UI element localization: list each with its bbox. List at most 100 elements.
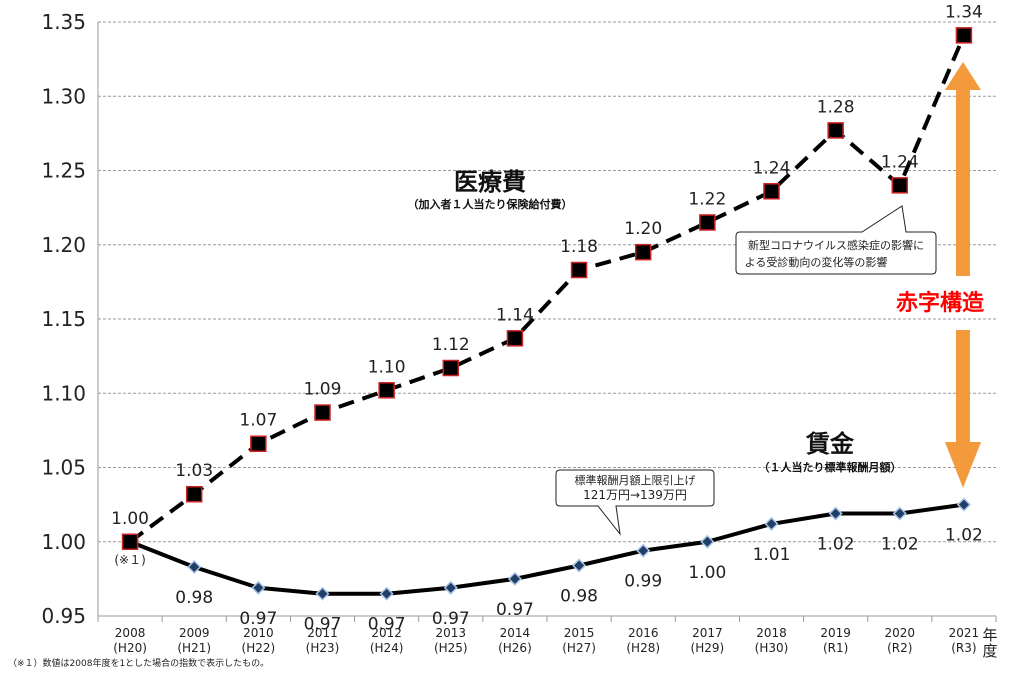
medical-point — [699, 214, 716, 231]
wage-data-label: 1.02 — [817, 535, 855, 555]
x-tick-sublabel: (H29) — [691, 641, 725, 655]
medical-data-label: 1.00 — [111, 509, 149, 529]
x-tick-sublabel: (H23) — [306, 641, 340, 655]
wage-point — [507, 571, 522, 586]
x-tick-sublabel: (H24) — [370, 641, 404, 655]
x-tick-label: 2008 — [115, 626, 146, 640]
x-tick-sublabel: (H28) — [626, 641, 660, 655]
axes: 0.95 1.00 1.05 1.10 1.15 1.20 1.25 1.30 1.35 2008… — [41, 10, 997, 660]
medical-data-label: 1.03 — [175, 461, 213, 481]
series-subtitle-medical: （加入者１人当たり保険給付費） — [408, 197, 573, 211]
wage-data-label: 1.00 — [688, 563, 726, 583]
y-tick-label: 1.25 — [41, 159, 86, 183]
medical-point — [827, 122, 844, 139]
y-tick-label: 1.35 — [41, 10, 86, 34]
x-tick-label: 2012 — [371, 626, 402, 640]
y-tick-label: 1.00 — [41, 530, 86, 554]
medical-data-label: 1.10 — [368, 357, 406, 377]
medical-point — [891, 177, 909, 194]
x-tick-label: 2011 — [307, 626, 338, 640]
x-tick-label: 2010 — [243, 626, 274, 640]
x-tick-sublabel: (H26) — [498, 641, 532, 655]
medical-data-label: 1.22 — [688, 189, 726, 209]
series-title-wage: 賃金 — [805, 430, 855, 458]
medical-data-label: 1.18 — [560, 237, 598, 257]
medical-data-label: 1.24 — [753, 158, 791, 178]
x-tick-label: 2014 — [500, 626, 531, 640]
wage-data-label: 1.02 — [881, 535, 919, 555]
wage-data-label: 0.98 — [560, 587, 598, 607]
deficit-arrow-shaft-bottom — [956, 330, 970, 442]
medical-data-label: 1.12 — [432, 335, 470, 355]
x-tick-label: 2020 — [885, 626, 916, 640]
wage-data-label: 0.99 — [624, 572, 662, 592]
x-tick-label: 2019 — [820, 626, 851, 640]
deficit-arrow-down-icon — [945, 442, 981, 488]
x-tick-sublabel: (R1) — [823, 641, 848, 655]
medical-data-label: 1.07 — [239, 411, 277, 431]
callout-covid-box — [735, 205, 937, 275]
footnote: （※１）数値は2008年度を1とした場合の指数で表示したもの。 — [8, 657, 269, 669]
medical-point — [250, 435, 267, 452]
y-tick-label: 1.15 — [41, 307, 86, 331]
wage-point — [251, 580, 266, 595]
wage-data-label: 1.01 — [753, 545, 791, 565]
wage-point — [892, 506, 907, 521]
deficit-arrow-up-icon — [945, 62, 981, 138]
wage-data-label: 0.97 — [304, 615, 342, 635]
annotations: (※１) 医療費（加入者１人当たり保険給付費） 賃金 （１人当たり標準報酬月額） 新型コ… — [8, 62, 984, 669]
medical-point — [763, 183, 780, 200]
wage-point — [636, 543, 651, 558]
wage-data-label: 0.97 — [496, 600, 534, 620]
wage-point — [956, 497, 971, 512]
x-tick-sublabel: (R3) — [951, 641, 976, 655]
medical-point — [442, 359, 460, 377]
wage-point — [443, 580, 458, 595]
x-unit-label: 度 — [982, 642, 997, 660]
wage-data-label: 1.02 — [945, 526, 983, 546]
callout-wage-box — [555, 469, 715, 536]
medical-point — [634, 243, 652, 261]
x-tick-sublabel: (H25) — [434, 641, 468, 655]
wage-data-label: 0.97 — [432, 609, 470, 629]
x-tick-sublabel: (H27) — [562, 641, 596, 655]
medical-data-label: 1.20 — [624, 219, 662, 239]
series-line-medical — [128, 34, 966, 544]
deficit-arrow — [945, 62, 981, 488]
medical-point — [121, 533, 139, 550]
medical-point — [314, 404, 331, 421]
medical-point — [955, 27, 973, 44]
wage-point — [700, 534, 715, 549]
y-tick-label: 0.95 — [41, 604, 86, 628]
x-tick-label: 2015 — [564, 626, 595, 640]
x-unit-label: 年 — [982, 626, 997, 644]
wage-point — [572, 558, 587, 573]
x-tick-sublabel: (H20) — [113, 641, 147, 655]
wage-point — [379, 586, 394, 601]
x-tick-sublabel: (H22) — [242, 641, 276, 655]
x-tick-sublabel: (H21) — [177, 641, 211, 655]
wage-point — [315, 586, 330, 601]
deficit-arrow-shaft-top — [956, 138, 970, 276]
medical-data-label: 1.34 — [945, 2, 983, 22]
series-line-wage — [129, 502, 965, 596]
x-tick-sublabel: (H30) — [755, 641, 789, 655]
medical-point — [570, 261, 588, 279]
y-tick-label: 1.20 — [41, 233, 86, 257]
x-tick-label: 2009 — [179, 626, 210, 640]
series-title-medical: 医療費 — [454, 168, 526, 196]
x-tick-label: 2013 — [436, 626, 467, 640]
wage-point — [764, 516, 779, 531]
callout-covid-line1: 新型コロナウイルス感染症の影響に — [748, 238, 924, 252]
y-tick-label: 1.05 — [41, 456, 86, 480]
x-tick-label: 2016 — [628, 626, 659, 640]
callout-wage-line1: 標準報酬月額上限引上げ — [575, 473, 696, 487]
x-tick-sublabel: (R2) — [887, 641, 912, 655]
wage-point — [828, 506, 843, 521]
medical-data-label: 1.28 — [817, 97, 855, 117]
y-tick-label: 1.10 — [41, 381, 86, 405]
x-tick-label: 2021 — [949, 626, 980, 640]
callout-wage-line2: 121万円→139万円 — [583, 488, 687, 502]
wage-data-label: 0.97 — [368, 615, 406, 635]
